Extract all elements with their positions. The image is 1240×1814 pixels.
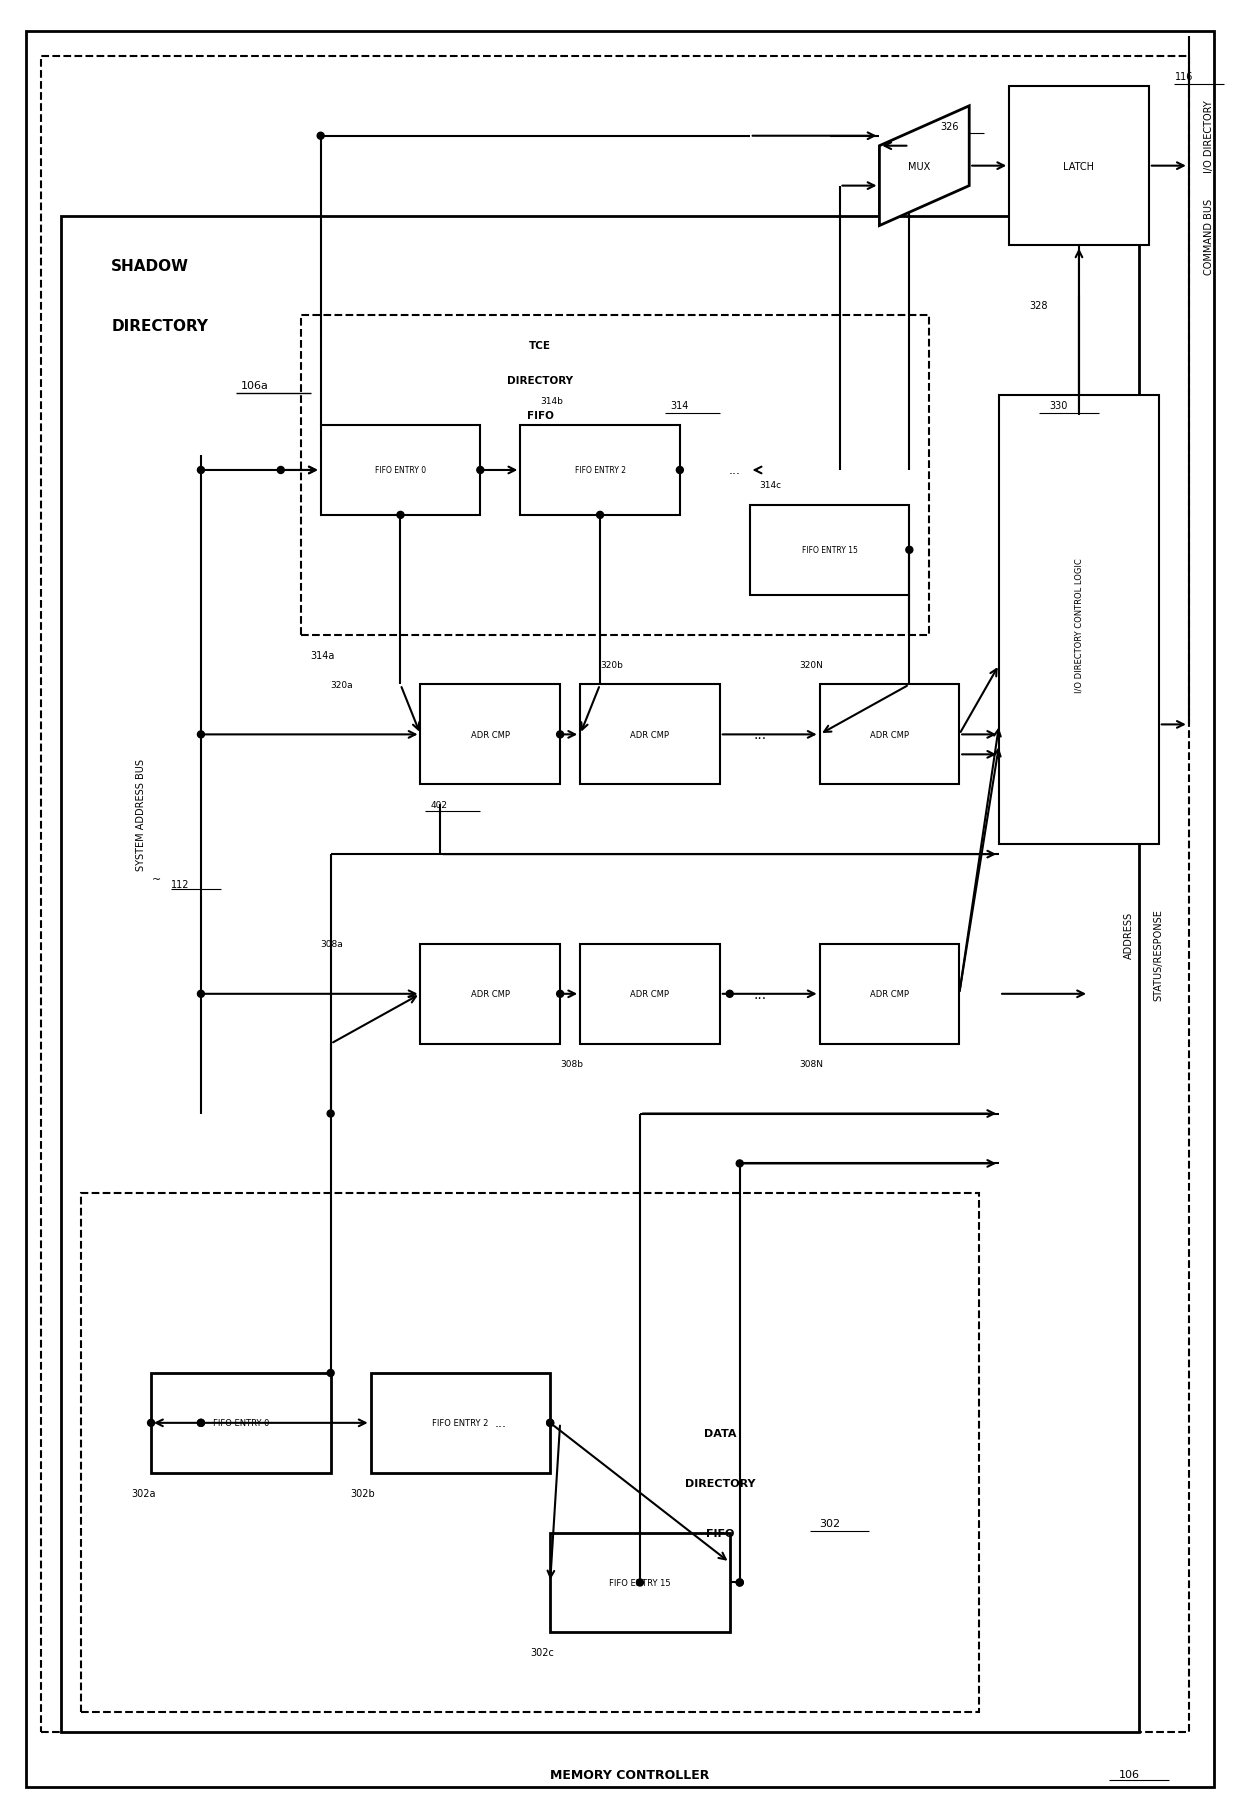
Text: 314: 314 [671,401,689,412]
Text: 326: 326 [940,122,959,132]
Circle shape [737,1580,743,1585]
Text: FIFO ENTRY 2: FIFO ENTRY 2 [433,1419,489,1428]
Text: 320N: 320N [800,660,823,669]
Text: 106a: 106a [241,381,269,392]
Circle shape [278,468,284,473]
Bar [551,1533,730,1633]
Text: 308N: 308N [800,1059,823,1068]
Text: MUX: MUX [908,161,930,172]
Circle shape [596,512,604,519]
Circle shape [197,990,205,998]
Text: ...: ... [729,464,740,477]
Bar [420,686,560,785]
Circle shape [737,1580,743,1585]
Circle shape [547,1420,553,1426]
Text: ...: ... [495,1417,506,1429]
Text: 314b: 314b [541,397,563,405]
Text: FIFO ENTRY 2: FIFO ENTRY 2 [574,466,625,475]
Bar [301,316,929,635]
Text: 308a: 308a [321,940,343,949]
Text: 106: 106 [1118,1769,1140,1780]
Circle shape [197,1420,205,1426]
Circle shape [737,1161,743,1166]
Text: 320b: 320b [600,660,622,669]
Text: DIRECTORY: DIRECTORY [684,1478,755,1487]
Text: SHADOW: SHADOW [112,259,190,274]
Circle shape [317,132,324,140]
Text: ADR CMP: ADR CMP [630,990,670,1000]
Text: SYSTEM ADDRESS BUS: SYSTEM ADDRESS BUS [136,758,146,871]
Circle shape [547,1420,553,1426]
Bar [61,216,1138,1732]
Text: 328: 328 [1029,301,1048,312]
Circle shape [557,731,564,738]
Text: 116: 116 [1174,73,1193,82]
Text: DIRECTORY: DIRECTORY [112,319,208,334]
Text: I/O DIRECTORY CONTROL LOGIC: I/O DIRECTORY CONTROL LOGIC [1075,559,1084,693]
Circle shape [148,1420,155,1426]
Text: FIFO ENTRY 0: FIFO ENTRY 0 [213,1419,269,1428]
Circle shape [636,1580,644,1585]
Bar [151,1373,331,1473]
Text: FIFO: FIFO [527,412,553,421]
Text: 302c: 302c [531,1647,554,1658]
Text: 320a: 320a [331,680,353,689]
Bar [820,945,960,1045]
Text: 330: 330 [1049,401,1068,412]
Bar [81,1194,980,1712]
Text: 314a: 314a [311,649,335,660]
Bar [820,686,960,785]
Text: ADDRESS: ADDRESS [1123,911,1133,958]
Text: COMMAND BUS: COMMAND BUS [1204,198,1214,274]
Text: ADR CMP: ADR CMP [870,990,909,1000]
Text: MEMORY CONTROLLER: MEMORY CONTROLLER [551,1767,709,1781]
Circle shape [477,468,484,473]
Text: 302: 302 [818,1518,839,1527]
Text: ADR CMP: ADR CMP [630,731,670,740]
Text: ADR CMP: ADR CMP [471,990,510,1000]
Text: FIFO: FIFO [706,1527,734,1538]
Text: ...: ... [753,727,766,742]
Bar [420,945,560,1045]
Text: DIRECTORY: DIRECTORY [507,375,573,386]
Circle shape [197,731,205,738]
Text: ~: ~ [151,874,161,885]
Bar [371,1373,551,1473]
Text: 302b: 302b [351,1487,376,1498]
Circle shape [397,512,404,519]
Text: TCE: TCE [529,341,551,352]
Bar [321,426,480,515]
Polygon shape [879,107,970,227]
Bar [580,945,719,1045]
Circle shape [197,1420,205,1426]
Text: ADR CMP: ADR CMP [471,731,510,740]
Text: DATA: DATA [703,1428,737,1439]
Circle shape [327,1370,334,1377]
Text: 314c: 314c [760,481,781,490]
Circle shape [327,1110,334,1117]
Circle shape [676,468,683,473]
Text: 402: 402 [430,800,448,809]
Text: ADR CMP: ADR CMP [870,731,909,740]
Circle shape [727,990,733,998]
Text: 112: 112 [171,880,190,889]
Text: FIFO ENTRY 15: FIFO ENTRY 15 [801,546,858,555]
Text: 302a: 302a [131,1487,155,1498]
Text: ...: ... [753,987,766,1001]
Circle shape [557,990,564,998]
Text: I/O DIRECTORY: I/O DIRECTORY [1204,100,1214,172]
Bar [521,426,680,515]
Circle shape [197,468,205,473]
Bar [999,395,1159,845]
Text: STATUS/RESPONSE: STATUS/RESPONSE [1153,909,1164,1000]
Bar [580,686,719,785]
Bar [1009,87,1148,247]
Bar [750,506,909,595]
Text: LATCH: LATCH [1064,161,1095,172]
Text: 308b: 308b [560,1059,583,1068]
Text: FIFO ENTRY 15: FIFO ENTRY 15 [609,1578,671,1587]
Circle shape [906,548,913,553]
Text: FIFO ENTRY 0: FIFO ENTRY 0 [374,466,427,475]
